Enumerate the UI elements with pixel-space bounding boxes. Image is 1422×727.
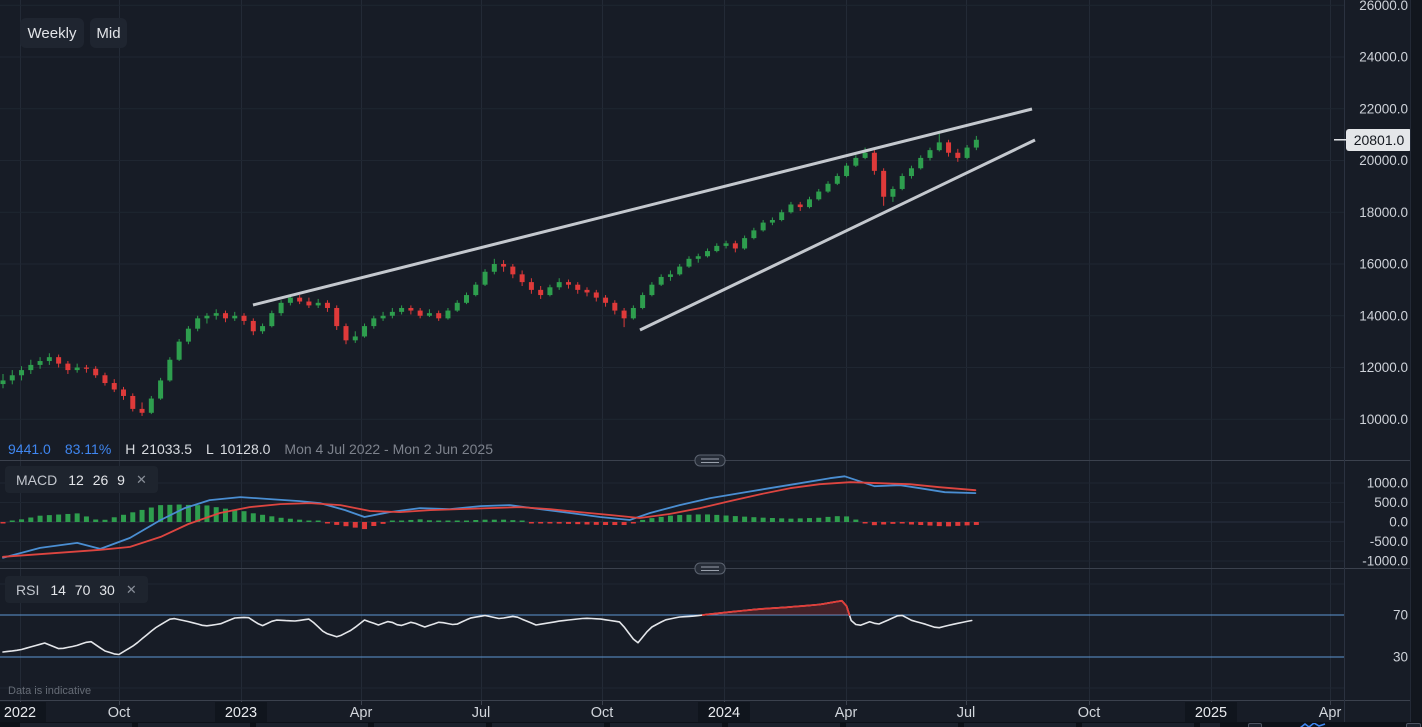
horizontal-gridlines	[0, 4, 1344, 689]
price-tick-label: 18000.0	[1359, 205, 1408, 220]
rsi-close-icon[interactable]: ✕	[125, 581, 137, 597]
timeframe-label: Weekly	[27, 24, 77, 42]
price-axis[interactable]: 26000.0 24000.0 22000.0 20000.0 18000.0 16000…	[1334, 0, 1408, 665]
vertical-gridlines	[20, 0, 1331, 700]
time-tick-label: Oct	[591, 705, 614, 721]
rsi-legend[interactable]: RSI 14 70 30 ✕	[5, 576, 148, 603]
macd-tick-label: 0.0	[1389, 515, 1408, 530]
panel-resize-handle[interactable]	[694, 454, 726, 467]
price-tick-label: 14000.0	[1359, 308, 1408, 323]
rsi-params: 14 70 30	[50, 581, 115, 598]
macd-tick-label: 1000.0	[1367, 476, 1408, 491]
time-tick-label: Jul	[472, 705, 491, 721]
time-axis[interactable]: 2022 Oct 2023 Apr Jul Oct 2024 Apr Jul Oct 2025 Apr	[0, 702, 1341, 722]
low-value: 10128.0	[219, 441, 271, 457]
price-tick-label: 24000.0	[1359, 50, 1408, 65]
timeframe-button[interactable]: Weekly	[20, 18, 84, 48]
price-tick-label: 20000.0	[1359, 153, 1408, 168]
rsi-name: RSI	[16, 581, 40, 598]
macd-tick-label: 500.0	[1374, 495, 1408, 510]
price-tick-label: 16000.0	[1359, 257, 1408, 272]
time-tick-label: Apr	[350, 705, 373, 721]
current-price-badge: 20801.0	[1346, 129, 1412, 151]
price-tick-label: 10000.0	[1359, 412, 1408, 427]
time-tick-label: Apr	[1319, 705, 1342, 721]
time-tick-label: 2023	[225, 705, 257, 721]
high-value: 21033.5	[141, 441, 193, 457]
bottom-toolbar-tabs[interactable]	[20, 723, 1220, 727]
time-tick-label: 2025	[1195, 705, 1227, 721]
change-percent: 83.11%	[64, 441, 112, 457]
candlesticks	[0, 133, 979, 416]
macd-tick-label: -500.0	[1370, 534, 1408, 549]
high-label: H	[125, 441, 136, 457]
price-tick-label: 26000.0	[1359, 0, 1408, 13]
macd-params: 12 26 9	[68, 471, 125, 488]
time-tick-label: 2022	[4, 705, 36, 721]
price-tick-label: 22000.0	[1359, 101, 1408, 116]
mini-chart-icon	[1300, 723, 1326, 727]
rsi-panel	[0, 599, 1344, 658]
price-type-label: Mid	[96, 24, 121, 42]
macd-name: MACD	[16, 471, 58, 488]
time-tick-label: Jul	[957, 705, 976, 721]
macd-close-icon[interactable]: ✕	[135, 471, 147, 487]
time-tick-label: Oct	[108, 705, 131, 721]
data-indicative-watermark: Data is indicative	[8, 685, 92, 697]
time-tick-label: 2024	[708, 705, 740, 721]
high-readout: H 21033.5	[125, 441, 192, 457]
macd-lines	[2, 475, 977, 559]
macd-legend[interactable]: MACD 12 26 9 ✕	[5, 466, 158, 493]
low-label: L	[206, 441, 214, 457]
bottom-toolbar-box-left[interactable]	[1248, 723, 1262, 727]
trendlines	[252, 107, 1036, 332]
rsi-tick-label: 30	[1393, 650, 1408, 665]
date-range: Mon 4 Jul 2022 - Mon 2 Jun 2025	[284, 441, 493, 457]
time-tick-label: Apr	[835, 705, 858, 721]
ohlc-info-bar: 9441.0 83.11% H 21033.5 L 10128.0 Mon 4 …	[8, 440, 493, 458]
time-tick-label: Oct	[1078, 705, 1101, 721]
bottom-toolbar-box-right[interactable]	[1406, 723, 1421, 727]
price-tick-label: 12000.0	[1359, 360, 1408, 375]
low-readout: L 10128.0	[206, 441, 270, 457]
bottom-toolbar-clipped[interactable]	[0, 722, 1422, 727]
panel-resize-handle[interactable]	[694, 562, 726, 575]
right-scroll-strip[interactable]	[1410, 0, 1422, 727]
change-value: 9441.0	[8, 441, 51, 457]
rsi-tick-label: 70	[1393, 608, 1408, 623]
price-type-button[interactable]: Mid	[90, 18, 127, 48]
macd-tick-label: -1000.0	[1362, 554, 1408, 569]
